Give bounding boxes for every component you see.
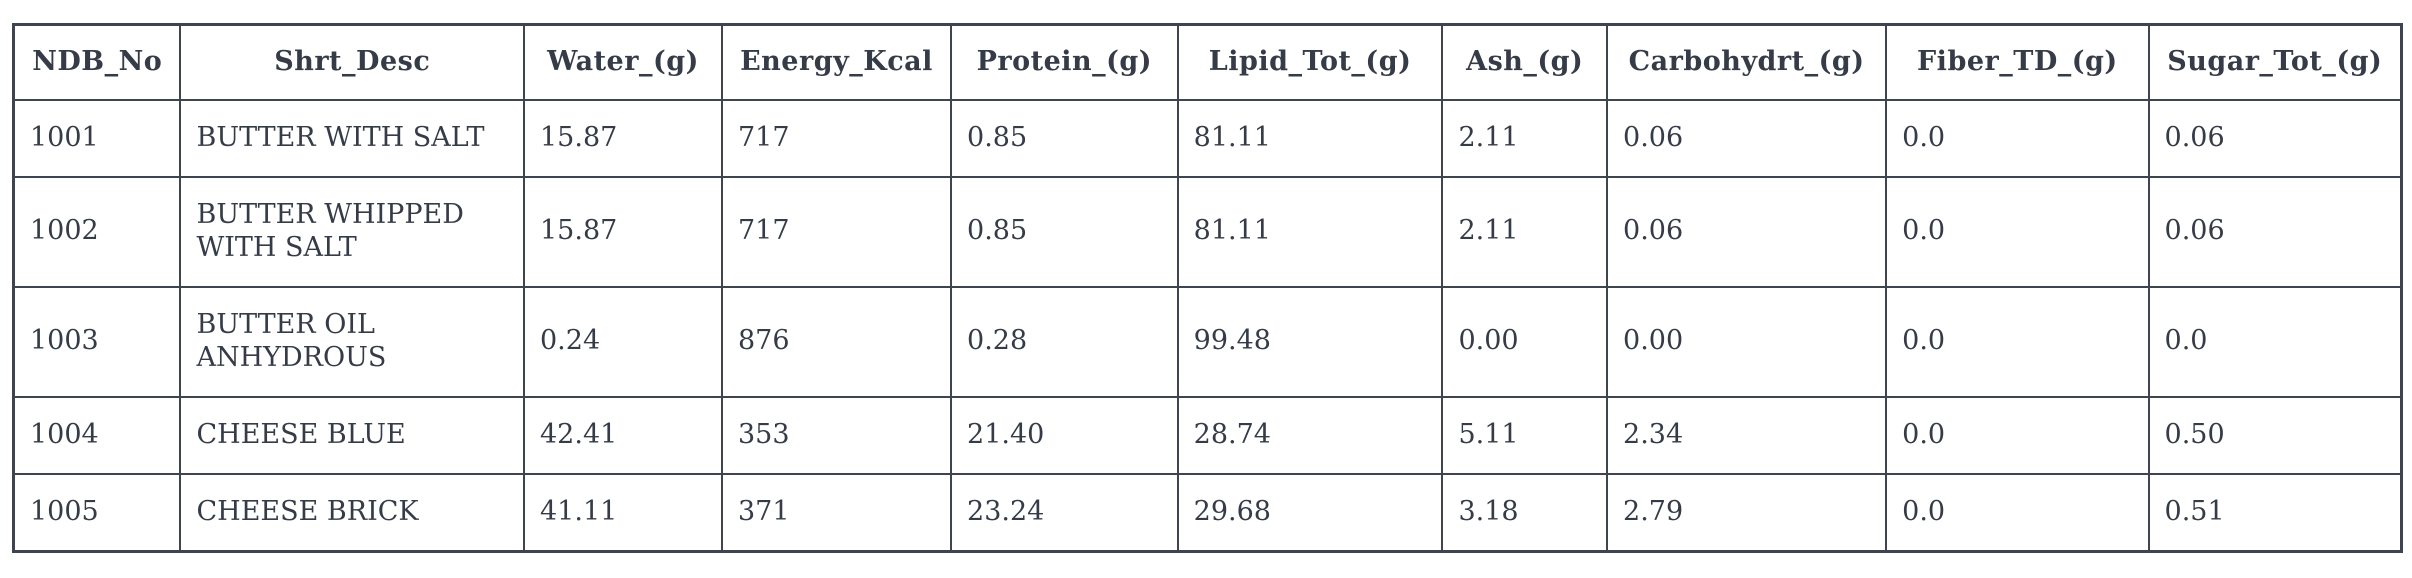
table-cell-water-g: 41.11: [523, 472, 723, 553]
table-cell-carbohydrt-g: 0.06: [1606, 175, 1888, 288]
column-header-carbohydrt-g: Carbohydrt_(g): [1606, 23, 1888, 101]
nutrient-table-container: NDB_No Shrt_Desc Water_(g) Energy_Kcal Prote…: [12, 23, 2403, 553]
table-cell-energy-kcal: 717: [720, 175, 953, 288]
table-cell-shrt-desc: CHEESE BRICK: [179, 472, 525, 553]
table-cell-protein-g: 0.85: [950, 175, 1179, 288]
table-cell-lipid-tot-g: 81.11: [1176, 98, 1444, 178]
table-cell-protein-g: 23.24: [950, 472, 1179, 553]
table-cell-carbohydrt-g: 2.79: [1606, 472, 1888, 553]
column-header-shrt-desc: Shrt_Desc: [179, 23, 525, 101]
table-cell-sugar-tot-g: 0.0: [2147, 285, 2403, 398]
table-row: 1003 BUTTER OIL ANHYDROUS 0.24 876 0.28 99.48…: [12, 285, 2403, 398]
table-cell-ndb-no: 1001: [12, 98, 182, 178]
table-cell-protein-g: 0.85: [950, 98, 1179, 178]
table-cell-lipid-tot-g: 28.74: [1176, 395, 1444, 475]
table-cell-lipid-tot-g: 81.11: [1176, 175, 1444, 288]
table-cell-water-g: 15.87: [523, 98, 723, 178]
column-header-energy-kcal: Energy_Kcal: [720, 23, 953, 101]
table-cell-lipid-tot-g: 29.68: [1176, 472, 1444, 553]
column-header-water-g: Water_(g): [523, 23, 723, 101]
table-cell-sugar-tot-g: 0.51: [2147, 472, 2403, 553]
table-cell-fiber-td-g: 0.0: [1885, 395, 2150, 475]
header-row: NDB_No Shrt_Desc Water_(g) Energy_Kcal Prote…: [12, 23, 2403, 101]
table-cell-ndb-no: 1003: [12, 285, 182, 398]
table-row: 1005 CHEESE BRICK 41.11 371 23.24 29.68 3.18 2.…: [12, 472, 2403, 553]
table-body: 1001 BUTTER WITH SALT 15.87 717 0.85 81.11 2.1…: [12, 98, 2403, 553]
table-cell-ndb-no: 1004: [12, 395, 182, 475]
table-cell-fiber-td-g: 0.0: [1885, 285, 2150, 398]
table-cell-ndb-no: 1002: [12, 175, 182, 288]
table-cell-fiber-td-g: 0.0: [1885, 472, 2150, 553]
table-cell-energy-kcal: 371: [720, 472, 953, 553]
table-cell-carbohydrt-g: 0.06: [1606, 98, 1888, 178]
table-cell-ash-g: 0.00: [1441, 285, 1609, 398]
table-cell-ash-g: 3.18: [1441, 472, 1609, 553]
table-cell-energy-kcal: 353: [720, 395, 953, 475]
column-header-lipid-tot-g: Lipid_Tot_(g): [1176, 23, 1444, 101]
table-header: NDB_No Shrt_Desc Water_(g) Energy_Kcal Prote…: [12, 23, 2403, 101]
column-header-fiber-td-g: Fiber_TD_(g): [1885, 23, 2150, 101]
table-cell-water-g: 42.41: [523, 395, 723, 475]
table-cell-ash-g: 5.11: [1441, 395, 1609, 475]
column-header-sugar-tot-g: Sugar_Tot_(g): [2147, 23, 2403, 101]
table-cell-ash-g: 2.11: [1441, 175, 1609, 288]
table-cell-energy-kcal: 717: [720, 98, 953, 178]
table-cell-sugar-tot-g: 0.50: [2147, 395, 2403, 475]
column-header-protein-g: Protein_(g): [950, 23, 1179, 101]
table-cell-fiber-td-g: 0.0: [1885, 175, 2150, 288]
table-cell-shrt-desc: BUTTER WITH SALT: [179, 98, 525, 178]
table-cell-shrt-desc: BUTTER WHIPPED WITH SALT: [179, 175, 525, 288]
column-header-ash-g: Ash_(g): [1441, 23, 1609, 101]
table-cell-water-g: 0.24: [523, 285, 723, 398]
table-cell-shrt-desc: BUTTER OIL ANHYDROUS: [179, 285, 525, 398]
nutrient-data-table: NDB_No Shrt_Desc Water_(g) Energy_Kcal Prote…: [12, 23, 2403, 553]
table-row: 1001 BUTTER WITH SALT 15.87 717 0.85 81.11 2.1…: [12, 98, 2403, 178]
table-cell-carbohydrt-g: 2.34: [1606, 395, 1888, 475]
table-cell-protein-g: 21.40: [950, 395, 1179, 475]
table-cell-protein-g: 0.28: [950, 285, 1179, 398]
column-header-ndb-no: NDB_No: [12, 23, 182, 101]
table-cell-sugar-tot-g: 0.06: [2147, 175, 2403, 288]
table-cell-carbohydrt-g: 0.00: [1606, 285, 1888, 398]
table-cell-ndb-no: 1005: [12, 472, 182, 553]
table-cell-sugar-tot-g: 0.06: [2147, 98, 2403, 178]
table-cell-water-g: 15.87: [523, 175, 723, 288]
table-row: 1002 BUTTER WHIPPED WITH SALT 15.87 717 0.85…: [12, 175, 2403, 288]
table-cell-ash-g: 2.11: [1441, 98, 1609, 178]
table-cell-fiber-td-g: 0.0: [1885, 98, 2150, 178]
table-cell-lipid-tot-g: 99.48: [1176, 285, 1444, 398]
table-row: 1004 CHEESE BLUE 42.41 353 21.40 28.74 5.11 2.3…: [12, 395, 2403, 475]
table-cell-shrt-desc: CHEESE BLUE: [179, 395, 525, 475]
table-cell-energy-kcal: 876: [720, 285, 953, 398]
